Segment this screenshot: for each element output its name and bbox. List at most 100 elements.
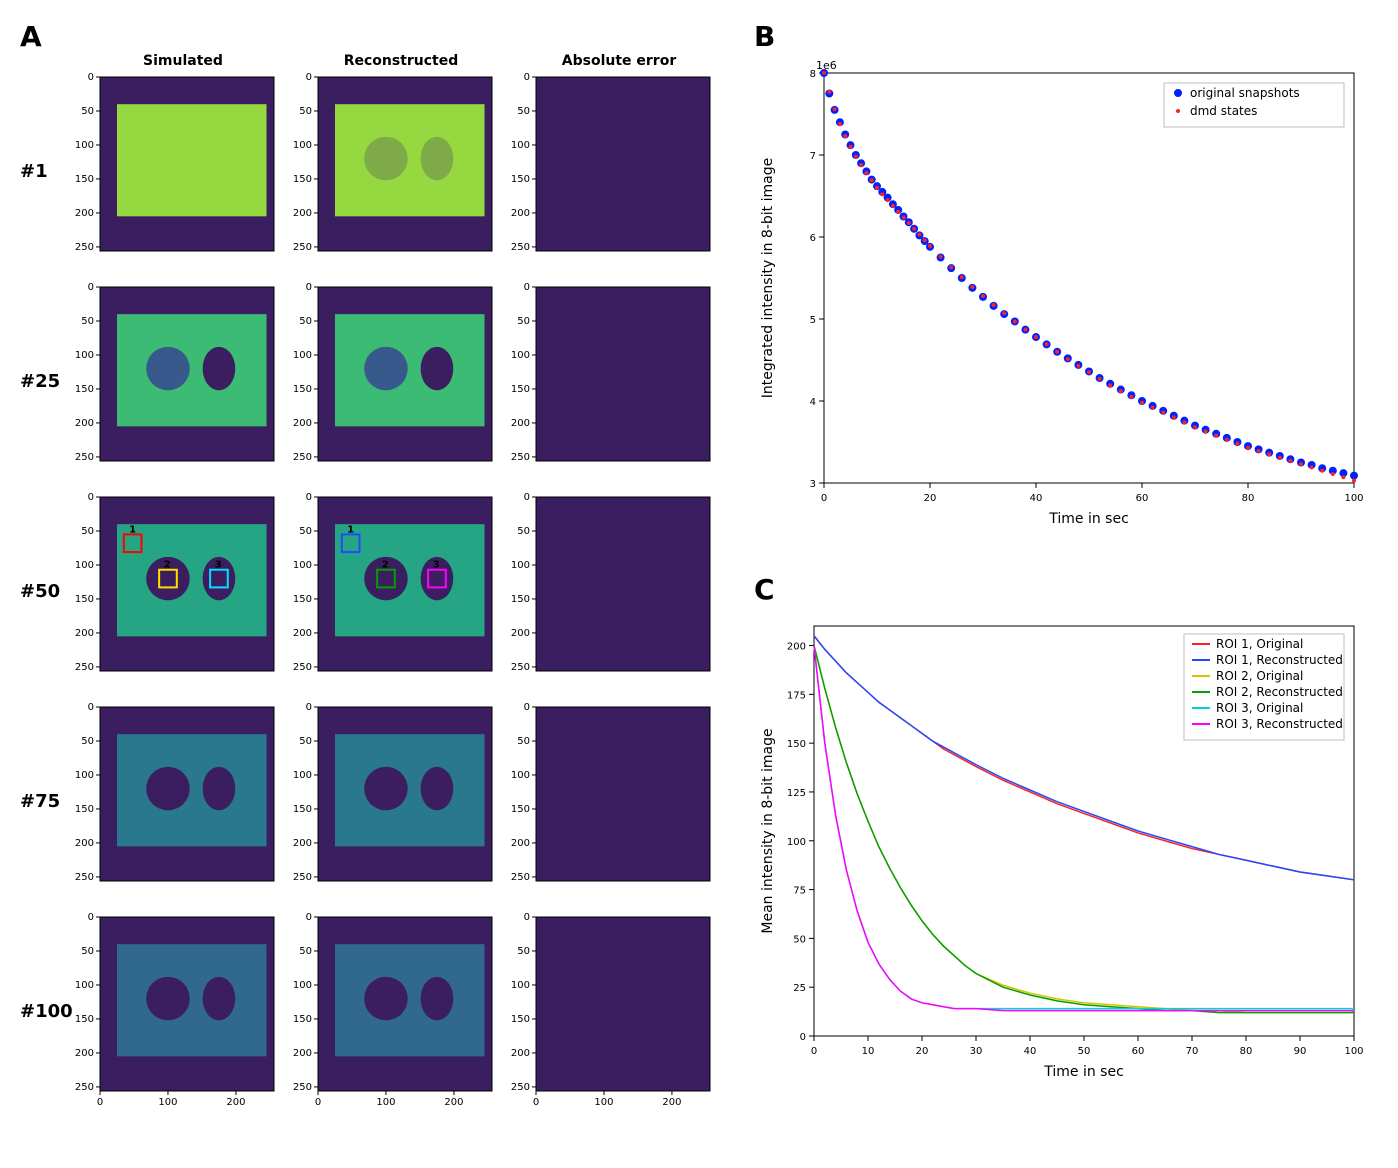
svg-text:75: 75 [793, 886, 806, 897]
svg-text:0: 0 [306, 912, 312, 923]
svg-text:150: 150 [293, 594, 312, 605]
svg-text:200: 200 [75, 628, 94, 639]
svg-text:0: 0 [306, 492, 312, 503]
panel-c-label: C [754, 573, 1378, 606]
svg-text:1: 1 [129, 524, 136, 535]
svg-text:10: 10 [862, 1046, 875, 1057]
svg-text:0: 0 [306, 72, 312, 83]
svg-text:Mean intensity in 8-bit image: Mean intensity in 8-bit image [760, 728, 776, 933]
svg-text:Integrated intensity in 8-bit: Integrated intensity in 8-bit image [760, 158, 776, 398]
svg-text:150: 150 [511, 174, 530, 185]
svg-text:0: 0 [88, 702, 94, 713]
svg-text:50: 50 [299, 106, 312, 117]
svg-text:150: 150 [75, 804, 94, 815]
row-label: #75 [20, 791, 70, 812]
svg-text:250: 250 [293, 1082, 312, 1093]
svg-text:150: 150 [75, 174, 94, 185]
svg-text:100: 100 [511, 770, 530, 781]
svg-text:0: 0 [97, 1097, 103, 1108]
panel-b: B 0204060801003456781e6Time in secIntegr… [754, 20, 1378, 533]
svg-text:3: 3 [810, 479, 816, 490]
svg-text:7: 7 [810, 151, 816, 162]
svg-text:200: 200 [444, 1097, 463, 1108]
simulated-image: 0501001502002500100200 [70, 911, 280, 1111]
svg-text:250: 250 [75, 1082, 94, 1093]
svg-text:0: 0 [821, 493, 827, 504]
column-headers: Simulated Reconstructed Absolute error [78, 53, 724, 69]
svg-text:250: 250 [293, 872, 312, 883]
svg-text:50: 50 [81, 736, 94, 747]
svg-text:200: 200 [75, 208, 94, 219]
svg-text:100: 100 [376, 1097, 395, 1108]
svg-text:100: 100 [511, 980, 530, 991]
svg-text:100: 100 [293, 980, 312, 991]
svg-text:150: 150 [511, 594, 530, 605]
svg-text:0: 0 [533, 1097, 539, 1108]
svg-text:6: 6 [810, 233, 816, 244]
svg-text:30: 30 [970, 1046, 983, 1057]
svg-text:250: 250 [293, 242, 312, 253]
chart-b: 0204060801003456781e6Time in secIntegrat… [754, 53, 1378, 533]
svg-text:1: 1 [347, 524, 354, 535]
svg-text:0: 0 [524, 72, 530, 83]
svg-text:ROI 3, Reconstructed: ROI 3, Reconstructed [1216, 717, 1343, 731]
svg-text:ROI 1, Original: ROI 1, Original [1216, 637, 1303, 651]
svg-text:Time in sec: Time in sec [1043, 1064, 1124, 1080]
svg-text:50: 50 [517, 946, 530, 957]
svg-text:200: 200 [511, 1048, 530, 1059]
svg-text:150: 150 [75, 594, 94, 605]
reconstructed-image: 050100150200250 [288, 701, 498, 901]
svg-text:0: 0 [524, 912, 530, 923]
svg-text:80: 80 [1240, 1046, 1253, 1057]
svg-text:150: 150 [293, 384, 312, 395]
svg-text:200: 200 [293, 628, 312, 639]
svg-text:200: 200 [75, 418, 94, 429]
reconstructed-image: 050100150200250 [288, 71, 498, 271]
svg-text:50: 50 [81, 316, 94, 327]
row-label: #100 [20, 1001, 70, 1022]
svg-text:150: 150 [293, 1014, 312, 1025]
svg-text:200: 200 [226, 1097, 245, 1108]
chart-c: 0102030405060708090100025507510012515017… [754, 606, 1378, 1086]
svg-text:0: 0 [315, 1097, 321, 1108]
svg-text:50: 50 [517, 526, 530, 537]
svg-text:50: 50 [81, 946, 94, 957]
col-header-simulated: Simulated [78, 53, 288, 69]
svg-text:150: 150 [511, 384, 530, 395]
svg-text:100: 100 [511, 560, 530, 571]
svg-text:50: 50 [517, 316, 530, 327]
svg-text:0: 0 [524, 702, 530, 713]
reconstructed-image: 123050100150200250 [288, 491, 498, 691]
svg-text:150: 150 [511, 1014, 530, 1025]
panel-b-label: B [754, 20, 1378, 53]
svg-text:Time in sec: Time in sec [1048, 511, 1129, 527]
figure-root: A Simulated Reconstructed Absolute error… [20, 20, 1378, 1111]
svg-text:250: 250 [511, 242, 530, 253]
svg-text:200: 200 [293, 418, 312, 429]
svg-text:0: 0 [800, 1032, 806, 1043]
svg-text:original snapshots: original snapshots [1190, 86, 1300, 100]
svg-text:dmd states: dmd states [1190, 104, 1257, 118]
svg-text:100: 100 [75, 770, 94, 781]
svg-text:ROI 2, Reconstructed: ROI 2, Reconstructed [1216, 685, 1343, 699]
svg-text:0: 0 [811, 1046, 817, 1057]
svg-text:100: 100 [293, 350, 312, 361]
svg-text:50: 50 [299, 316, 312, 327]
svg-text:0: 0 [88, 492, 94, 503]
svg-text:100: 100 [293, 560, 312, 571]
svg-text:200: 200 [75, 1048, 94, 1059]
svg-text:60: 60 [1132, 1046, 1145, 1057]
svg-text:4: 4 [810, 397, 816, 408]
svg-text:250: 250 [75, 662, 94, 673]
svg-text:0: 0 [524, 492, 530, 503]
row-label: #50 [20, 581, 70, 602]
svg-text:ROI 3, Original: ROI 3, Original [1216, 701, 1303, 715]
svg-text:250: 250 [75, 242, 94, 253]
svg-text:2: 2 [164, 560, 171, 571]
svg-text:100: 100 [75, 560, 94, 571]
image-row: #100050100150200250010020005010015020025… [20, 911, 724, 1111]
svg-text:100: 100 [1344, 493, 1363, 504]
panel-a-rows: #105010015020025005010015020025005010015… [20, 71, 724, 1111]
svg-text:100: 100 [511, 140, 530, 151]
error-image: 050100150200250 [506, 701, 716, 901]
